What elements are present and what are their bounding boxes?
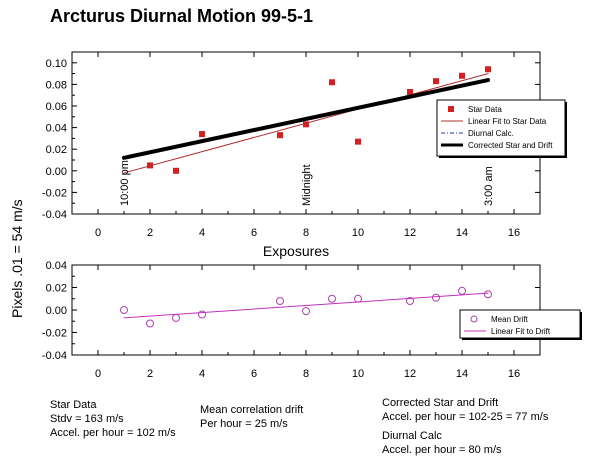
- x-axis-label: Exposures: [263, 243, 329, 259]
- data-point: [407, 88, 413, 95]
- data-point: [172, 313, 180, 322]
- legend-label: Diurnal Calc.: [468, 129, 514, 138]
- x-tick-label: 12: [404, 368, 416, 380]
- bottom-panel: -0.04 -0.02 0.00 0.02 0.04 0 2 4 6 8 10 12 14 16 Mean …: [42, 260, 582, 380]
- data-point: [433, 78, 439, 85]
- data-point: [303, 121, 309, 128]
- annotation: 3:00 am: [483, 166, 495, 206]
- data-point: [484, 290, 492, 299]
- data-point: [328, 294, 336, 303]
- data-point: [146, 319, 154, 328]
- diurnal-accel: Accel. per hour = 80 m/s: [382, 444, 502, 456]
- series-line: [122, 78, 490, 160]
- x-tick-label: 14: [456, 227, 468, 239]
- data-point: [277, 132, 283, 139]
- legend-marker: [470, 315, 478, 323]
- y-tick-label: 0.10: [46, 58, 67, 70]
- y-tick-label: 0.00: [46, 305, 67, 317]
- y-tick-label: -0.04: [42, 350, 67, 362]
- x-tick-label: 0: [95, 368, 101, 380]
- diurnal-note: Diurnal Calc Accel. per hour = 80 m/s: [382, 429, 502, 457]
- legend-label: Mean Drift: [491, 315, 529, 324]
- y-tick-label: 0.04: [46, 260, 67, 272]
- data-point: [173, 167, 179, 174]
- x-tick-label: 4: [199, 368, 205, 380]
- mean-drift-note: Mean correlation drift Per hour = 25 m/s: [200, 403, 303, 431]
- x-tick-label: 6: [251, 368, 257, 380]
- y-tick-label: 0.02: [46, 144, 67, 156]
- x-tick-label: 12: [404, 227, 416, 239]
- y-tick-label: -0.04: [42, 209, 67, 221]
- corrected-note: Corrected Star and Drift Accel. per hour…: [382, 396, 548, 424]
- legend-label: Linear Fit to Star Data: [468, 117, 547, 126]
- annotation: 10:00 pm: [119, 160, 131, 206]
- mean-drift-heading: Mean correlation drift: [200, 404, 304, 416]
- y-tick-label: 0.04: [46, 123, 67, 135]
- y-tick-label: 0.00: [46, 166, 67, 178]
- x-tick-label: 6: [251, 227, 257, 239]
- mean-drift-rate: Per hour = 25 m/s: [200, 418, 288, 430]
- annotation: Midnight: [301, 164, 313, 206]
- data-point: [302, 307, 310, 316]
- data-point: [276, 297, 284, 305]
- data-point: [354, 294, 362, 303]
- top-panel: -0.04 -0.02 0.00 0.02 0.04 0.06 0.08 0.10 0 2 4 6 8 1…: [42, 51, 567, 259]
- data-point: [199, 131, 205, 138]
- x-tick-label: 4: [199, 227, 205, 239]
- legend-label: Linear Fit to Drift: [491, 327, 551, 336]
- legend-box: [459, 309, 581, 339]
- x-tick-label: 16: [508, 227, 520, 239]
- y-tick-label: 0.08: [46, 79, 67, 91]
- star-data-note: Star Data Stdv = 163 m/s Accel. per hour…: [50, 398, 176, 440]
- diurnal-heading: Diurnal Calc: [382, 430, 442, 442]
- data-point: [458, 286, 466, 295]
- star-data-stdv: Stdv = 163 m/s: [50, 413, 124, 425]
- data-point: [198, 310, 206, 319]
- legend-label: Corrected Star and Drift: [468, 141, 553, 150]
- data-point: [406, 297, 414, 305]
- x-tick-label: 8: [303, 368, 309, 380]
- chart-title: Arcturus Diurnal Motion 99-5-1: [50, 6, 313, 26]
- series-line: [123, 73, 489, 174]
- x-tick-label: 14: [456, 368, 468, 380]
- x-tick-label: 10: [352, 368, 364, 380]
- y-axis-label: Pixels .01 = 54 m/s: [9, 199, 25, 318]
- y-tick-label: -0.02: [42, 187, 67, 199]
- y-tick-label: -0.02: [42, 328, 67, 340]
- y-tick-label: 0.02: [46, 283, 67, 295]
- x-tick-label: 0: [95, 227, 101, 239]
- data-point: [459, 72, 465, 79]
- y-tick-label: 0.06: [46, 101, 67, 113]
- data-point: [329, 79, 335, 86]
- data-point: [485, 66, 491, 73]
- corrected-heading: Corrected Star and Drift: [382, 397, 499, 409]
- star-data-heading: Star Data: [50, 399, 97, 411]
- x-tick-label: 2: [147, 368, 153, 380]
- legend-marker: [448, 106, 454, 112]
- x-tick-label: 16: [508, 368, 520, 380]
- data-point: [432, 293, 440, 302]
- x-tick-label: 8: [303, 227, 309, 239]
- data-point: [355, 138, 361, 145]
- series-line: [123, 292, 489, 319]
- x-tick-label: 10: [352, 227, 364, 239]
- star-data-accel: Accel. per hour = 102 m/s: [50, 427, 176, 439]
- legend-box: [436, 99, 566, 157]
- corrected-accel: Accel. per hour = 102-25 = 77 m/s: [382, 411, 549, 423]
- data-point: [120, 306, 128, 314]
- legend-label: Star Data: [468, 105, 502, 114]
- x-tick-label: 2: [147, 227, 153, 239]
